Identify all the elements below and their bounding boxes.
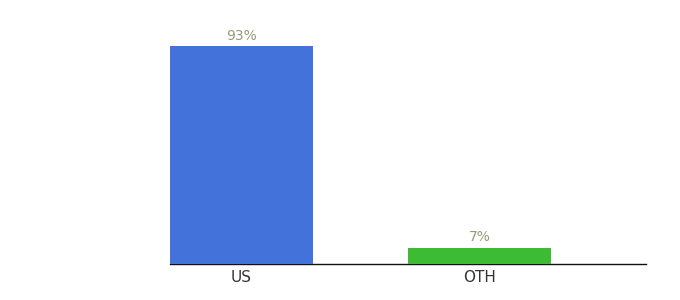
Text: 7%: 7%	[469, 230, 490, 244]
Text: 93%: 93%	[226, 28, 257, 43]
Bar	[408, 248, 551, 264]
Bar	[170, 46, 313, 264]
